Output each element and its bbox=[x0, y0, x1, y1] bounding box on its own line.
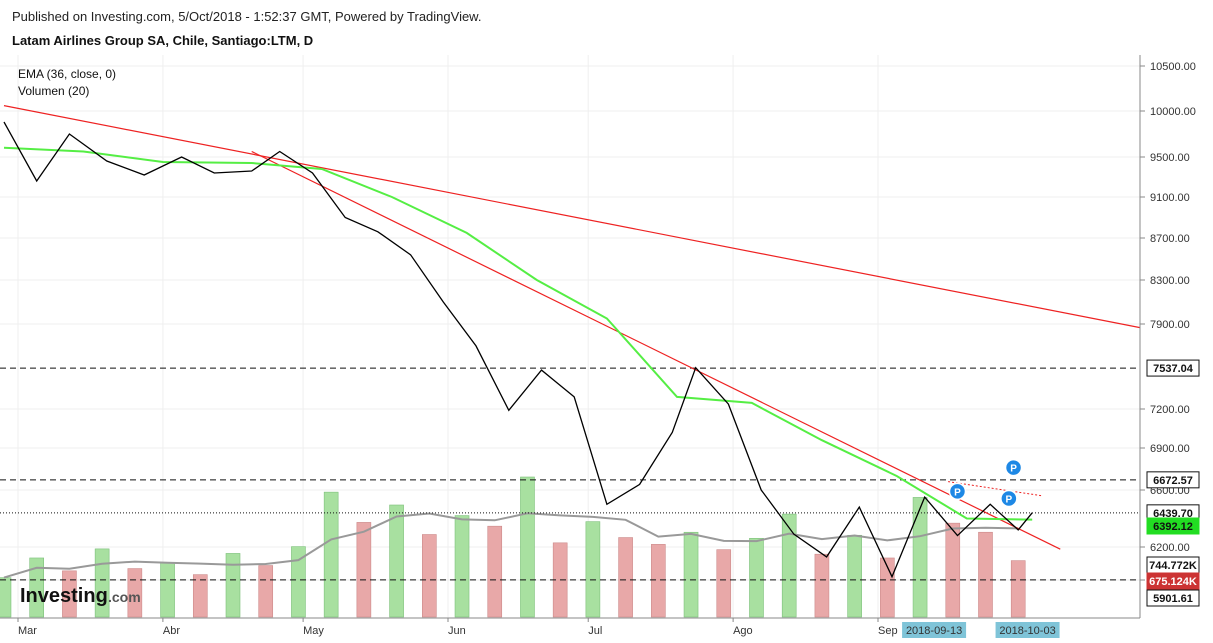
volume-bar bbox=[585, 521, 601, 618]
investing-logo: Investing .com bbox=[20, 585, 141, 607]
price-badge bbox=[1146, 589, 1200, 607]
y-tick-label: 7200.00 bbox=[1150, 404, 1190, 416]
volume-bar bbox=[716, 549, 732, 618]
volume-bar bbox=[978, 531, 993, 618]
price-badge-label: 7537.04 bbox=[1153, 363, 1194, 375]
p-marker-label: P bbox=[1010, 464, 1017, 475]
volume-bar bbox=[847, 534, 862, 618]
chart-title: Latam Airlines Group SA, Chile, Santiago… bbox=[12, 33, 314, 48]
x-tick-label: May bbox=[303, 625, 324, 637]
volume-bar bbox=[356, 522, 372, 618]
y-tick-label: 6200.00 bbox=[1150, 542, 1190, 554]
price-badge bbox=[1146, 359, 1200, 377]
x-tick-label: Mar bbox=[18, 625, 37, 637]
price-badge-label: 744.772K bbox=[1149, 560, 1197, 572]
date-badge-label: 2018-10-03 bbox=[999, 625, 1055, 637]
legend-ema: EMA (36, close, 0) bbox=[18, 67, 116, 81]
volume-bar bbox=[192, 574, 208, 618]
logo-suffix: .com bbox=[108, 589, 141, 605]
volume-bar bbox=[683, 531, 699, 618]
volume-bar bbox=[781, 513, 797, 618]
x-tick-label: Jul bbox=[588, 625, 602, 637]
y-tick-label: 8300.00 bbox=[1150, 275, 1190, 287]
volume-bars bbox=[0, 476, 1026, 618]
volume-bar bbox=[323, 491, 339, 618]
price-badge-label: 675.124K bbox=[1149, 576, 1197, 588]
date-badge bbox=[902, 622, 967, 638]
volume-bar bbox=[945, 522, 961, 618]
y-tick-label: 9500.00 bbox=[1150, 152, 1190, 164]
p-marker[interactable] bbox=[1000, 489, 1018, 508]
x-tick-label: Jun bbox=[448, 625, 466, 637]
p-marker-label: P bbox=[1006, 495, 1013, 506]
date-badges: 2018-09-13 2018-10-03 bbox=[902, 622, 1060, 638]
volume-bar bbox=[814, 553, 830, 618]
legend-volume: Volumen (20) bbox=[18, 84, 89, 98]
volume-bar bbox=[94, 548, 110, 618]
volume-bar bbox=[291, 546, 306, 618]
x-tick-label: Ago bbox=[733, 625, 753, 637]
price-line bbox=[3, 121, 1033, 579]
y-tick-label: 6900.00 bbox=[1150, 443, 1190, 455]
price-badge-label: 6439.70 bbox=[1153, 508, 1193, 520]
x-axis-ticks: Mar Abr May Jun Jul Ago Sep bbox=[17, 618, 898, 637]
volume-bar bbox=[389, 504, 404, 618]
price-badge-label: 6392.12 bbox=[1153, 521, 1193, 533]
volume-bar bbox=[62, 570, 77, 618]
volume-bar bbox=[422, 534, 437, 618]
volume-bar bbox=[29, 557, 44, 618]
date-badge-label: 2018-09-13 bbox=[906, 625, 962, 637]
volume-bar bbox=[618, 537, 633, 618]
y-tick-label: 8700.00 bbox=[1150, 233, 1190, 245]
volume-bar bbox=[127, 568, 143, 618]
trend-lines[interactable] bbox=[3, 105, 1141, 550]
volume-bar bbox=[912, 497, 928, 618]
volume-bar bbox=[749, 537, 764, 618]
p-marker[interactable] bbox=[1004, 458, 1023, 477]
volume-bar bbox=[160, 562, 175, 618]
volume-bar bbox=[487, 525, 503, 618]
price-badge bbox=[1146, 517, 1200, 535]
volume-bar bbox=[225, 553, 241, 618]
y-tick-label: 10000.00 bbox=[1150, 106, 1196, 118]
p-marker-label: P bbox=[954, 487, 961, 498]
x-tick-label: Abr bbox=[163, 625, 180, 637]
volume-bar bbox=[258, 565, 274, 618]
y-tick-label: 10500.00 bbox=[1150, 61, 1196, 73]
p-marker[interactable] bbox=[948, 482, 967, 501]
volume-bar bbox=[651, 544, 666, 618]
logo-main: Investing bbox=[20, 585, 108, 607]
published-note: Published on Investing.com, 5/Oct/2018 -… bbox=[12, 9, 482, 24]
price-badge-label: 5901.61 bbox=[1153, 593, 1193, 605]
trendline-long[interactable] bbox=[3, 105, 1141, 329]
date-badge bbox=[995, 622, 1060, 638]
price-badge-label: 6672.57 bbox=[1153, 475, 1193, 487]
price-badge bbox=[1146, 572, 1200, 590]
volume-bar bbox=[1010, 560, 1026, 618]
trendline-short[interactable] bbox=[251, 150, 1061, 550]
grid bbox=[0, 55, 1140, 618]
y-tick-label: 9100.00 bbox=[1150, 192, 1190, 204]
horizontal-levels bbox=[0, 367, 1140, 581]
volume-bar bbox=[520, 476, 535, 618]
price-badge bbox=[1146, 471, 1200, 489]
x-tick-label: Sep bbox=[878, 625, 898, 637]
y-tick-label: 7900.00 bbox=[1150, 319, 1190, 331]
volume-ma-line bbox=[3, 512, 1019, 579]
p-markers[interactable]: P P P bbox=[948, 458, 1023, 508]
volume-bar bbox=[0, 577, 12, 618]
volume-bar bbox=[454, 515, 470, 618]
